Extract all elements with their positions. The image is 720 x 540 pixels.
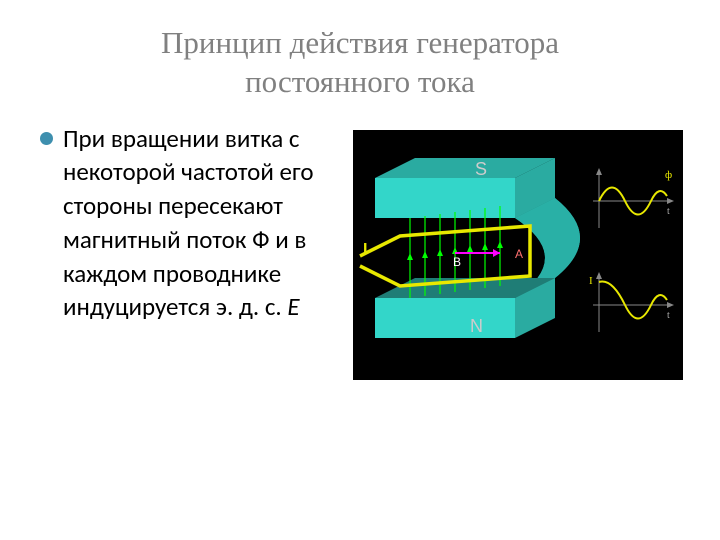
a-label: A xyxy=(515,247,523,261)
title-line-2: постоянного тока xyxy=(245,64,475,99)
magnet-upper-front xyxy=(375,178,515,218)
flux-y-label: ф xyxy=(665,169,672,181)
generator-figure: S N xyxy=(353,130,683,380)
coil-loop xyxy=(360,226,530,286)
body-paragraph: При вращении витка с некоторой частотой … xyxy=(63,122,345,325)
magnet-label-n: N xyxy=(470,316,483,336)
b-vector xyxy=(455,249,500,257)
curr-y-arrow xyxy=(596,272,602,279)
curr-y-label: I xyxy=(589,275,593,287)
title-line-1: Принцип действия генератора xyxy=(161,25,559,60)
current-graph: I t xyxy=(587,270,677,340)
bullet-icon xyxy=(40,132,53,145)
b-label: B xyxy=(453,255,461,269)
magnet-svg: S N xyxy=(355,148,585,368)
body-main-text: При вращении витка с некоторой частотой … xyxy=(63,123,314,323)
text-column: При вращении витка с некоторой частотой … xyxy=(40,122,345,380)
emf-symbol: Е xyxy=(287,291,299,322)
current-label-i: I xyxy=(363,241,367,258)
figure-column: S N xyxy=(353,122,683,380)
flux-y-arrow xyxy=(596,168,602,175)
content-row: При вращении витка с некоторой частотой … xyxy=(40,122,680,380)
slide-title: Принцип действия генератора постоянного … xyxy=(40,24,680,102)
curr-x-arrow xyxy=(667,302,674,308)
curr-curve xyxy=(599,281,667,318)
bullet-item: При вращении витка с некоторой частотой … xyxy=(40,122,345,325)
magnet-lower-front xyxy=(375,298,515,338)
flux-x-arrow xyxy=(667,198,674,204)
flux-graph: ф t xyxy=(587,166,677,236)
curr-x-label: t xyxy=(667,310,670,321)
flux-x-label: t xyxy=(667,206,670,217)
magnet-label-s: S xyxy=(475,159,487,179)
